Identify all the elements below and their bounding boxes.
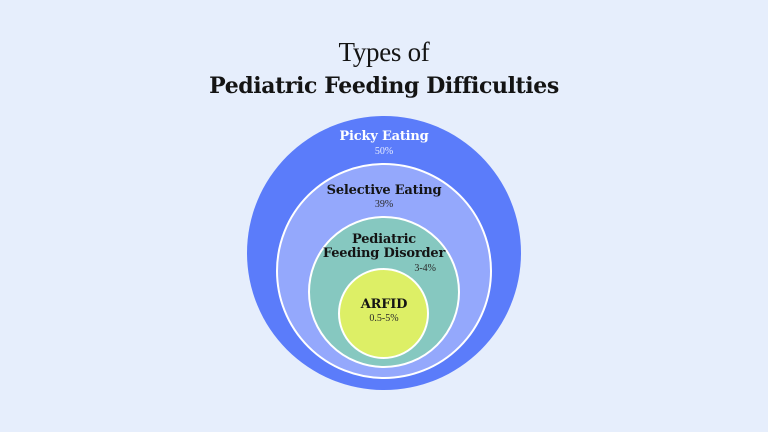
percent-selective-eating: 39% [374,199,394,210]
label-pediatric-feeding-disorder-line1: Pediatric [351,232,417,247]
percent-picky-eating: 50% [374,146,394,157]
title-prefix: Types of [338,37,430,67]
label-selective-eating: Selective Eating [326,183,442,198]
label-picky-eating: Picky Eating [339,129,429,144]
label-arfid: ARFID [360,297,408,312]
percent-pediatric-feeding-disorder: 3-4% [414,263,436,274]
circle-arfid [338,268,429,359]
page-title: Pediatric Feeding Difficulties [209,73,559,99]
percent-arfid: 0.5-5% [369,313,399,324]
label-pediatric-feeding-disorder-line2: Feeding Disorder [322,246,446,261]
